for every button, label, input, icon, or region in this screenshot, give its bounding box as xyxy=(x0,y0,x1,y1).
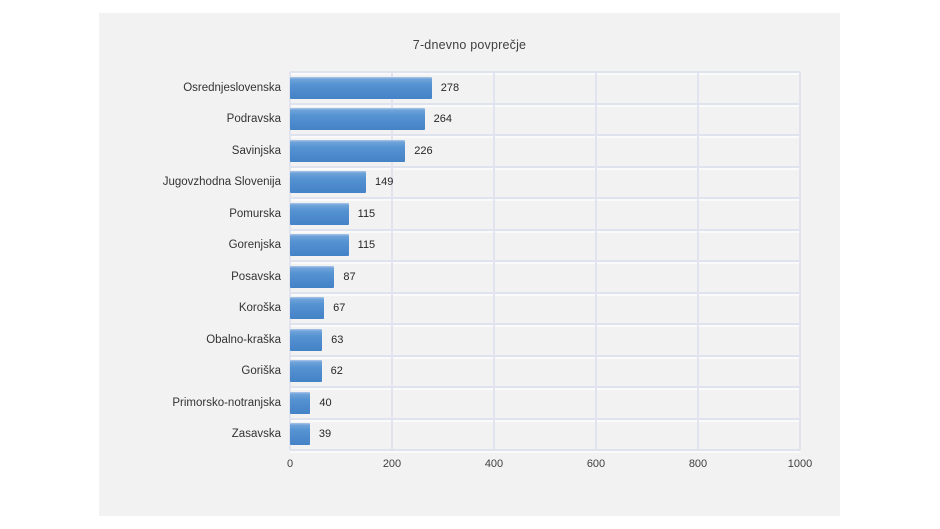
value-label: 63 xyxy=(331,333,344,346)
category-label: Primorsko-notranjska xyxy=(172,396,281,409)
gridline-horizontal xyxy=(290,449,800,451)
value-label: 149 xyxy=(374,176,394,189)
gridline-horizontal xyxy=(290,323,800,325)
x-tick-label: 400 xyxy=(484,458,504,470)
value-label: 115 xyxy=(357,207,376,220)
value-label: 115 xyxy=(357,239,376,252)
category-label: Jugovzhodna Slovenija xyxy=(162,176,281,189)
bar xyxy=(290,297,325,320)
value-label: 226 xyxy=(414,144,433,157)
gridline-horizontal xyxy=(290,165,800,168)
category-label: Savinjska xyxy=(231,144,281,157)
gridline-vertical xyxy=(595,72,597,450)
gridline-horizontal xyxy=(290,228,800,231)
x-tick-label: 0 xyxy=(286,458,294,470)
category-label: Posavska xyxy=(231,270,281,283)
gridline-vertical xyxy=(493,72,495,450)
value-label: 62 xyxy=(330,365,343,378)
chart-title: 7-dnevno povprečje xyxy=(412,38,527,52)
bar xyxy=(290,171,366,194)
category-label: Pomurska xyxy=(229,207,281,220)
value-label: 87 xyxy=(343,270,356,283)
gridline-horizontal xyxy=(290,260,800,262)
bar xyxy=(290,76,432,99)
value-label: 40 xyxy=(319,396,332,409)
bar xyxy=(290,391,311,414)
category-label: Osrednjeslovenska xyxy=(183,81,281,94)
x-tick-label: 800 xyxy=(688,458,708,470)
gridline-vertical xyxy=(391,72,393,450)
bar xyxy=(290,108,425,131)
gridline-horizontal xyxy=(290,71,800,73)
x-tick-label: 600 xyxy=(586,458,606,470)
gridline-horizontal xyxy=(290,102,800,105)
bar xyxy=(290,360,322,383)
gridline-horizontal xyxy=(290,386,800,388)
category-label: Zasavska xyxy=(231,428,281,441)
gridline-vertical xyxy=(289,72,291,450)
bar xyxy=(290,328,323,351)
gridline-horizontal xyxy=(290,417,800,420)
gridline-vertical xyxy=(799,72,801,450)
bar xyxy=(290,234,349,257)
value-label: 39 xyxy=(318,428,332,441)
bar xyxy=(290,202,349,225)
value-label: 264 xyxy=(433,113,452,126)
category-label: Gorenjska xyxy=(228,239,281,252)
gridline-horizontal xyxy=(290,134,800,136)
category-label: Obalno-kraška xyxy=(206,333,281,346)
category-label: Goriška xyxy=(241,365,281,378)
category-label: Koroška xyxy=(238,302,281,315)
bar xyxy=(290,139,406,162)
x-tick-label: 1000 xyxy=(787,458,813,470)
gridline-vertical xyxy=(697,72,699,450)
gridline-horizontal xyxy=(290,197,800,199)
value-label: 278 xyxy=(440,81,460,94)
x-tick-label: 200 xyxy=(382,458,402,470)
value-label: 67 xyxy=(333,302,346,315)
chart-panel: 7-dnevno povprečje 278 264 226 149 115 115 87 6… xyxy=(99,13,840,516)
bar xyxy=(290,423,310,446)
category-label: Podravska xyxy=(226,113,281,126)
bar xyxy=(290,265,335,288)
gridline-horizontal xyxy=(290,354,800,357)
plot-area: 278 264 226 149 115 115 87 67 63 62 40 39 xyxy=(289,71,801,451)
gridline-horizontal xyxy=(290,291,800,294)
